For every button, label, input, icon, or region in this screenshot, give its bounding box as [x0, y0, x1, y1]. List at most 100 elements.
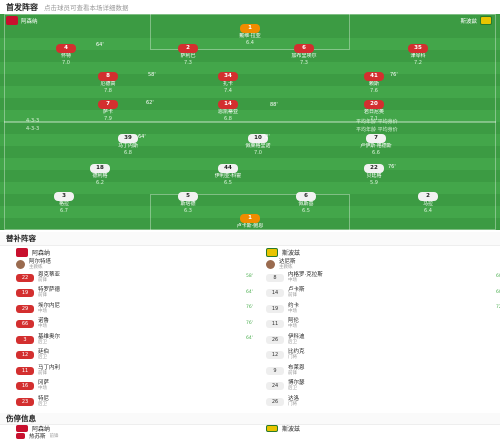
sparta-badge-icon [480, 16, 492, 25]
team-right-label: 斯波兹 [460, 16, 492, 25]
pitch-player[interactable]: 5 斯塔德 6.3 [160, 192, 216, 214]
substitute-position: 前锋 [38, 277, 47, 283]
player-rating: 5.9 [370, 180, 378, 186]
sub-in-time: 76' [246, 305, 253, 310]
substitute-row[interactable]: 26 达洛 门将 [266, 395, 500, 408]
player-rating: 7.1 [370, 116, 378, 122]
pitch-player[interactable]: 44 伊利亚·科霍 6.5 [200, 164, 256, 186]
substitute-row[interactable]: 22 恩克蒂亚 前锋 58' [16, 271, 261, 284]
pitch-player[interactable]: 1 戴维·拉亚 6.4 [222, 24, 278, 46]
player-rating: 7.0 [254, 150, 262, 156]
player-number: 20 [364, 100, 384, 109]
substitute-row[interactable]: 23 特尼 后卫 [16, 395, 261, 408]
injury-team-right: 斯波兹 [266, 424, 300, 433]
pitch-player[interactable]: 14 恩凯蒂亚 6.8 [200, 100, 256, 122]
player-name: 若日尼奥 [363, 109, 384, 115]
substitute-position: 后卫 [38, 339, 47, 345]
player-number: 6 [296, 192, 316, 201]
formation-left: 4-3-3 [26, 118, 40, 124]
pitch-player[interactable]: 2 萨利巴 7.3 [160, 44, 216, 66]
injury-icon [16, 433, 25, 439]
substitute-position: 门将 [288, 401, 297, 407]
player-number: 18 [90, 164, 110, 173]
player-name: 伊利亚·科霍 [214, 173, 242, 179]
player-rating: 7.3 [184, 60, 192, 66]
substitute-name: 阿伦 [288, 318, 300, 324]
substitute-name: 达洛 [288, 395, 300, 402]
substitute-row[interactable]: 16 冈萨 中场 [16, 380, 261, 393]
player-number: 39 [118, 134, 138, 143]
substitute-number: 24 [266, 382, 284, 390]
substitute-number: 9 [266, 366, 284, 375]
pitch-player[interactable]: 6 佩斯基 6.5 [278, 192, 334, 214]
event-time: 62' [146, 100, 154, 106]
injured-player[interactable]: 热苏斯 前锋 [16, 432, 59, 440]
coach-right[interactable]: 达尼斯 主教练 [266, 258, 500, 271]
pitch-player[interactable]: 35 津琴科 7.2 [390, 44, 446, 66]
substitute-row[interactable]: 19 特罗萨德 前锋 64' [16, 287, 261, 300]
pitch-player[interactable]: 6 加布里埃尔 7.3 [276, 44, 332, 66]
player-number: 34 [218, 72, 238, 81]
pitch-player[interactable]: 4 怀特 7.0 [38, 44, 94, 66]
subs-team-left[interactable]: 阿森纳 [16, 246, 50, 258]
pitch-player[interactable]: 20 若日尼奥 7.1 [346, 100, 402, 122]
event-time: 76' [390, 72, 398, 78]
team-stats-right: 平均年龄 平均身价 [356, 119, 398, 125]
player-rating: 6.5 [224, 180, 232, 186]
substitute-position: 中场 [288, 277, 297, 283]
substitute-position: 前锋 [288, 370, 297, 376]
pitch-player[interactable]: 7 卢伊斯·格德斯 6.6 [348, 134, 404, 156]
pitch-player[interactable]: 7 萨卡 7.9 [80, 100, 136, 122]
event-time: 72' [262, 134, 270, 140]
substitute-name: 博尔瑟 [288, 380, 305, 386]
substitute-row[interactable]: 11 马丁内利 前锋 [16, 364, 261, 377]
player-name: 马丁内斯 [117, 143, 138, 149]
substitute-position: 前锋 [38, 293, 47, 298]
pitch-player[interactable]: 34 扎卡 7.4 [200, 72, 256, 94]
player-name: 萨卡 [102, 109, 113, 115]
substitute-row[interactable]: 29 埃尔内尼 中场 76' [16, 302, 261, 315]
sub-in-time: 76' [246, 320, 253, 326]
pitch-player[interactable]: 8 厄德高 7.8 [80, 72, 136, 94]
pitch-player[interactable]: 39 马丁内斯 6.8 [100, 134, 156, 156]
coach-left[interactable]: 阿尔特塔 主教练 [16, 258, 261, 271]
event-time: 64' [138, 134, 146, 140]
pitch-player[interactable]: 10 佩莱格里诺 7.0 [230, 134, 286, 156]
player-number: 10 [248, 134, 268, 143]
substitute-row[interactable]: 3 基维奥尔 后卫 64' [16, 333, 261, 346]
subs-team-right[interactable]: 斯波兹 [266, 246, 300, 258]
pitch-player[interactable]: 2 马拉 6.4 [400, 192, 456, 214]
arsenal-badge-icon [16, 247, 28, 257]
substitute-name: 约卡 [288, 302, 300, 309]
player-name: 萨利巴 [180, 53, 196, 59]
injury-team-left: 阿森纳 [16, 424, 50, 433]
formation-left-2: 4-3-3 [26, 126, 40, 132]
subs-section-title: 替补阵容 [0, 232, 500, 246]
player-name: 恩凯蒂亚 [217, 109, 238, 115]
substitute-row[interactable]: 66 诺鲁 中场 76' [16, 318, 261, 331]
substitute-row[interactable]: 9 布莱恩 前锋 [266, 364, 500, 377]
pitch-player[interactable]: 18 德利格 6.2 [72, 164, 128, 186]
player-rating: 6.8 [124, 150, 132, 156]
pitch-player[interactable]: 22 贝廷格 5.9 [346, 164, 402, 186]
player-name: 扎卡 [222, 81, 233, 87]
pitch-player[interactable]: 41 赖斯 7.6 [346, 72, 402, 94]
substitute-row[interactable]: 12 廷伯 后卫 [16, 349, 261, 362]
substitute-position: 前锋 [288, 293, 297, 298]
substitute-name: 卢卡斯 [288, 287, 305, 293]
pitch-player[interactable]: 3 格拉 6.7 [36, 192, 92, 214]
event-time: 76' [388, 164, 396, 170]
substitute-position: 后卫 [288, 339, 297, 345]
player-name: 怀特 [60, 53, 71, 59]
substitute-row[interactable]: 12 比约克 门将 [266, 349, 500, 362]
substitute-row[interactable]: 26 伊科迪 后卫 [266, 333, 500, 346]
player-number: 7 [98, 100, 118, 109]
substitute-row[interactable]: 24 博尔瑟 后卫 [266, 380, 500, 393]
substitute-row[interactable]: 11 阿伦 中场 [266, 318, 500, 331]
substitute-position: 中场 [38, 324, 47, 329]
event-time: 64' [96, 42, 104, 48]
